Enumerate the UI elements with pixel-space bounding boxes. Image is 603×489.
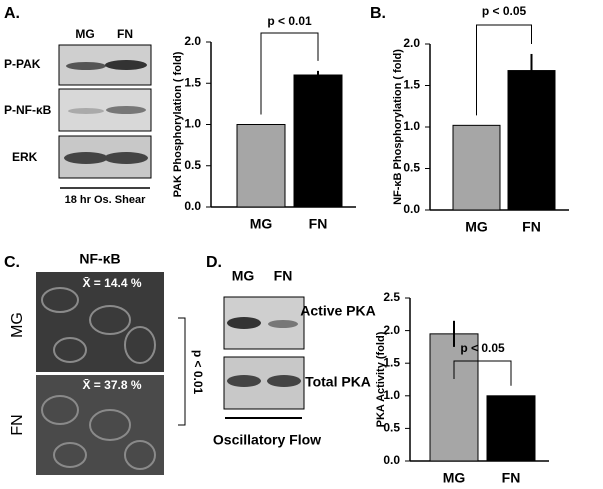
- lane-label: MG: [75, 27, 94, 41]
- y-tick-label: 2.0: [184, 34, 201, 48]
- image-title: NF-κB: [79, 251, 120, 267]
- y-tick-label: 1.5: [403, 78, 420, 92]
- bar: [293, 74, 343, 208]
- panel-label: C.: [4, 254, 20, 271]
- significance-bracket: [453, 360, 512, 386]
- p-value: p < 0.05: [460, 341, 505, 355]
- lane-label: MG: [232, 268, 255, 284]
- blot-label: P-PAK: [4, 57, 41, 71]
- x-tick-label: FN: [502, 470, 521, 486]
- cells: [41, 287, 156, 470]
- x-tick-label: FN: [309, 216, 328, 232]
- bar: [507, 70, 556, 211]
- y-tick-label: 2.0: [403, 36, 420, 50]
- y-tick-label: 0.5: [383, 421, 400, 435]
- micrograph: [36, 375, 164, 475]
- row-label: MG: [9, 312, 26, 338]
- blot-caption: 18 hr Os. Shear: [65, 194, 146, 206]
- y-tick-label: 0.5: [403, 161, 420, 175]
- y-tick-label: 0.0: [184, 199, 201, 213]
- blot: [223, 296, 305, 419]
- y-tick-label: 0.0: [383, 453, 400, 467]
- y-axis-label: NF-κB Phosphorylation ( fold): [392, 49, 404, 205]
- y-tick-label: 1.0: [383, 388, 400, 402]
- blot-label: Active PKA: [300, 303, 375, 319]
- y-tick-label: 0.0: [403, 202, 420, 216]
- y-tick-label: 2.0: [383, 323, 400, 337]
- y-tick-label: 1.5: [383, 355, 400, 369]
- blot-caption: Oscillatory Flow: [213, 432, 321, 448]
- y-tick-label: 0.5: [184, 158, 201, 172]
- blot: [58, 44, 152, 189]
- significance-bracket: [476, 24, 532, 116]
- bar: [486, 395, 536, 462]
- blot-label: Total PKA: [305, 374, 371, 390]
- lane-label: FN: [117, 27, 133, 41]
- p-value: p < 0.01: [267, 14, 312, 28]
- panel-label: B.: [370, 5, 386, 22]
- row-label: FN: [9, 414, 26, 435]
- stat-label: X̄ = 14.4 %: [82, 276, 141, 290]
- bar: [236, 124, 286, 208]
- panel-label: A.: [4, 5, 20, 22]
- stat-label: X̄ = 37.8 %: [82, 378, 141, 392]
- blot-label: P-NF-κB: [4, 103, 52, 117]
- p-value: p < 0.05: [482, 4, 527, 18]
- x-tick-label: FN: [522, 219, 541, 235]
- y-tick-label: 1.5: [184, 75, 201, 89]
- x-tick-label: MG: [443, 470, 466, 486]
- bar: [452, 124, 501, 211]
- panel-label: D.: [206, 254, 222, 271]
- significance-bracket: [260, 32, 319, 115]
- blot-label: ERK: [12, 150, 38, 164]
- x-tick-label: MG: [250, 216, 273, 232]
- lane-label: FN: [274, 268, 293, 284]
- p-value: p < 0.01: [191, 350, 205, 395]
- x-tick-label: MG: [465, 219, 488, 235]
- y-tick-label: 1.0: [403, 119, 420, 133]
- y-axis-label: PAK Phosphorylation ( fold): [172, 51, 184, 197]
- y-axis-label: PKA Activity (fold): [375, 331, 387, 427]
- bracket: [178, 317, 186, 426]
- y-tick-label: 1.0: [184, 117, 201, 131]
- y-tick-label: 2.5: [383, 290, 400, 304]
